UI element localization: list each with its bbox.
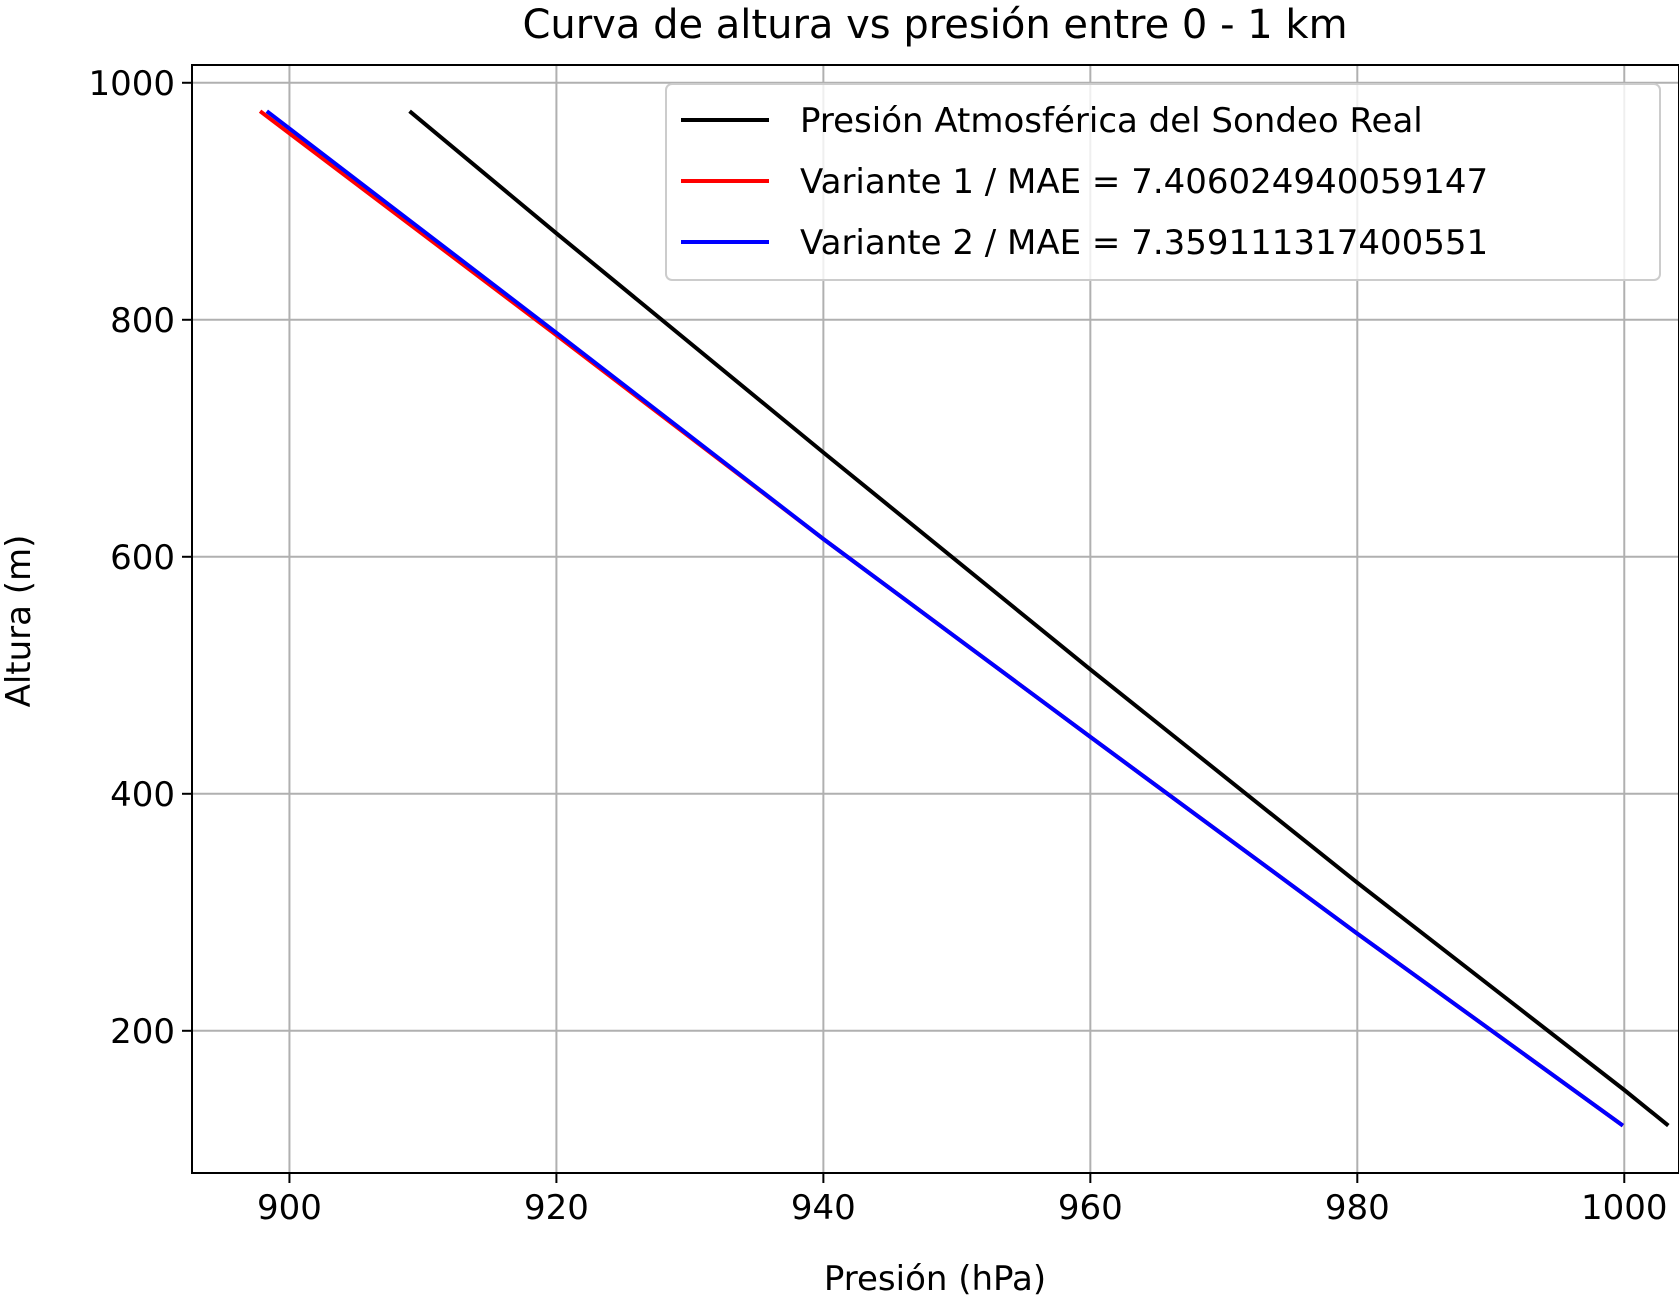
y-tick-label: 400 [110, 775, 175, 815]
legend: Presión Atmosférica del Sondeo Real Varia… [665, 83, 1661, 281]
y-axis-label: Altura (m) [0, 535, 39, 708]
legend-label-3: Variante 2 / MAE = 7.359111317400551 [800, 223, 1488, 263]
x-tick-label: 900 [257, 1188, 322, 1228]
series-line-1 [408, 109, 1670, 1128]
x-tick-label: 940 [791, 1188, 856, 1228]
x-tick-label: 1000 [1581, 1188, 1668, 1228]
legend-label-1: Presión Atmosférica del Sondeo Real [800, 101, 1423, 141]
axis-ticks: 900 920 940 960 980 1000 200 400 600 800 1000 [88, 64, 1667, 1228]
y-tick-label: 200 [110, 1012, 175, 1052]
chart-title: Curva de altura vs presión entre 0 - 1 k… [522, 2, 1347, 48]
x-tick-label: 960 [1058, 1188, 1123, 1228]
series-line-3 [265, 109, 1625, 1128]
legend-label-2: Variante 1 / MAE = 7.406024940059147 [800, 162, 1488, 202]
x-tick-label: 980 [1325, 1188, 1390, 1228]
y-tick-label: 800 [110, 301, 175, 341]
x-tick-label: 920 [524, 1188, 589, 1228]
plot-area-frame [191, 64, 1679, 1174]
y-tick-label: 1000 [88, 64, 175, 104]
series-layer [258, 109, 1670, 1128]
legend-box [665, 83, 1661, 281]
x-axis-label: Presión (hPa) [824, 1259, 1046, 1299]
y-tick-label: 600 [110, 538, 175, 578]
